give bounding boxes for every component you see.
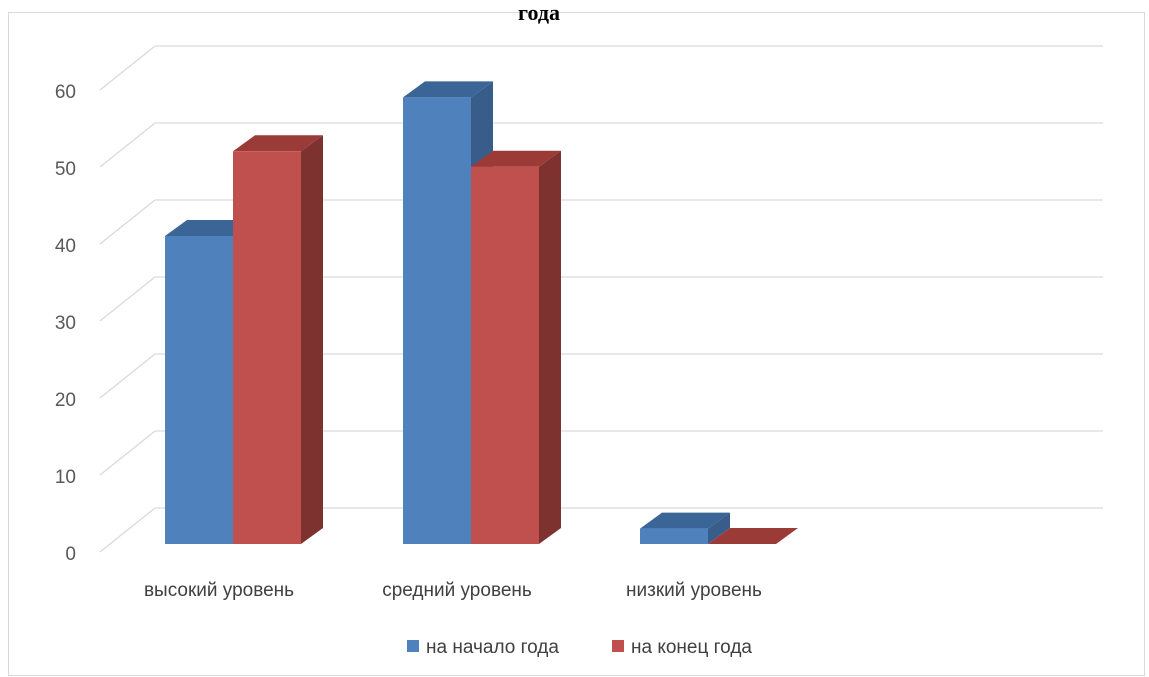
- y-tick-label: 20: [55, 390, 76, 411]
- bar-top: [165, 220, 255, 236]
- legend-swatch: [612, 640, 624, 652]
- gridline-side: [99, 276, 156, 322]
- gridline-side: [99, 122, 156, 168]
- bar-front: [165, 236, 233, 544]
- bar-top: [471, 150, 561, 167]
- y-tick-label: 50: [55, 159, 76, 180]
- bar-top: [233, 135, 323, 152]
- bar: [640, 512, 730, 544]
- bar-front: [471, 166, 539, 544]
- y-axis-ticks: 0 10 20 30 40 50 60: [55, 82, 76, 565]
- bar-side: [301, 135, 323, 545]
- bar-front: [233, 151, 301, 545]
- legend-swatch: [407, 640, 419, 652]
- x-axis-categories: высокий уровень средний уровень низкий уро…: [144, 580, 762, 601]
- legend-label: на конец года: [631, 637, 752, 658]
- legend: на начало года на конец года: [407, 637, 752, 658]
- gridline-side: [99, 353, 156, 399]
- x-category-label: низкий уровень: [626, 580, 762, 601]
- bar-top: [640, 512, 730, 529]
- y-tick-label: 10: [55, 467, 76, 488]
- bars: [165, 81, 798, 545]
- y-tick-label: 0: [65, 544, 76, 565]
- y-tick-label: 30: [55, 313, 76, 334]
- gridline-side: [99, 430, 156, 476]
- bar-side: [708, 512, 730, 544]
- bar-side: [539, 150, 561, 544]
- bar-front: [640, 528, 708, 544]
- chart-title: года: [518, 0, 560, 25]
- bar: [471, 150, 561, 544]
- y-tick-label: 40: [55, 236, 76, 257]
- y-tick-label: 60: [55, 82, 76, 103]
- bar: [708, 528, 798, 544]
- x-category-label: средний уровень: [382, 580, 532, 601]
- legend-label: на начало года: [426, 637, 559, 658]
- x-category-label: высокий уровень: [144, 580, 294, 601]
- bar-top: [403, 81, 493, 98]
- gridline-side: [99, 199, 156, 245]
- bar-top: [708, 528, 798, 544]
- gridline-side: [99, 45, 156, 91]
- gridline-side: [99, 507, 156, 553]
- bar-front: [403, 97, 471, 545]
- bar: [233, 135, 323, 545]
